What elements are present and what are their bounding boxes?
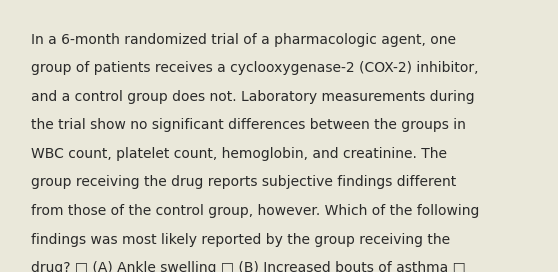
- Text: group receiving the drug reports subjective findings different: group receiving the drug reports subject…: [31, 175, 456, 189]
- Text: group of patients receives a cyclooxygenase-2 (COX-2) inhibitor,: group of patients receives a cyclooxygen…: [31, 61, 478, 75]
- Text: the trial show no significant differences between the groups in: the trial show no significant difference…: [31, 118, 465, 132]
- Text: from those of the control group, however. Which of the following: from those of the control group, however…: [31, 204, 479, 218]
- Text: findings was most likely reported by the group receiving the: findings was most likely reported by the…: [31, 233, 450, 246]
- Text: and a control group does not. Laboratory measurements during: and a control group does not. Laboratory…: [31, 90, 474, 104]
- Text: WBC count, platelet count, hemoglobin, and creatinine. The: WBC count, platelet count, hemoglobin, a…: [31, 147, 447, 161]
- Text: In a 6-month randomized trial of a pharmacologic agent, one: In a 6-month randomized trial of a pharm…: [31, 33, 456, 47]
- Text: drug? □ (A) Ankle swelling □ (B) Increased bouts of asthma □: drug? □ (A) Ankle swelling □ (B) Increas…: [31, 261, 465, 272]
